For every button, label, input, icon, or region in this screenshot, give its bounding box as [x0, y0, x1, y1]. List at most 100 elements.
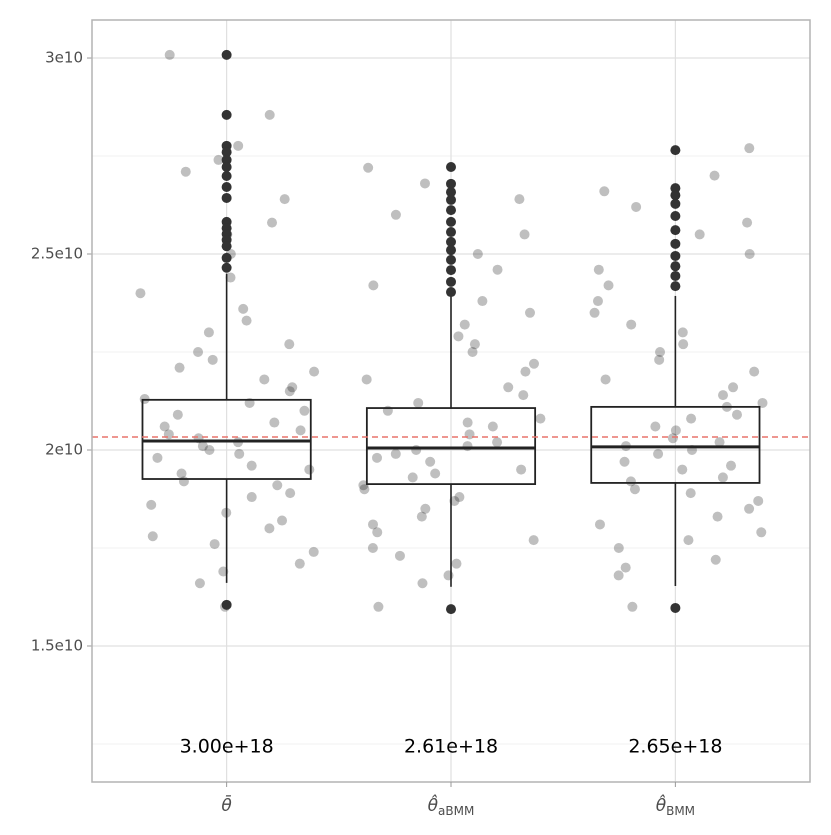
jitter-point: [516, 464, 527, 475]
jitter-point: [528, 358, 539, 369]
jitter-point: [514, 194, 525, 205]
jitter-point: [419, 178, 430, 189]
outlier: [446, 161, 456, 172]
outlier: [221, 161, 232, 172]
jitter-point: [589, 307, 600, 318]
jitter-point: [650, 421, 661, 432]
jitter-point: [279, 194, 290, 205]
annotation: 2.61e+18: [404, 736, 498, 758]
jitter-point: [218, 566, 229, 577]
jitter-point: [620, 562, 631, 573]
jitter-point: [259, 374, 270, 385]
outlier: [221, 192, 232, 203]
outlier: [221, 154, 232, 165]
jitter-point: [709, 170, 720, 181]
jitter-point: [180, 166, 191, 177]
outlier: [221, 599, 232, 610]
jitter-point: [194, 578, 205, 589]
jitter-point: [407, 472, 418, 483]
jitter-point: [477, 296, 488, 307]
jitter-point: [753, 495, 764, 506]
jitter-point: [686, 413, 697, 424]
jitter-point: [592, 296, 603, 307]
outlier: [221, 109, 232, 120]
jitter-point: [449, 495, 460, 506]
jitter-point: [272, 480, 283, 491]
outlier: [446, 287, 456, 298]
y-tick-label: 2.5e10: [31, 245, 83, 263]
jitter-point: [593, 264, 604, 275]
jitter-point: [683, 535, 694, 546]
jitter-point: [367, 542, 378, 553]
x-tick-subscript: BMM: [666, 804, 695, 818]
jitter-point: [147, 531, 158, 542]
outlier: [446, 187, 456, 198]
outlier: [670, 602, 681, 613]
jitter-point: [443, 570, 454, 581]
jitter-point: [246, 460, 257, 471]
y-tick-label: 1.5e10: [31, 636, 83, 654]
jitter-point: [287, 382, 298, 393]
jitter-point: [694, 229, 705, 240]
jitter-point: [416, 511, 427, 522]
annotation: 3.00e+18: [180, 736, 274, 758]
jitter-point: [744, 249, 755, 260]
jitter-point: [726, 460, 737, 471]
jitter-point: [629, 484, 640, 495]
outlier: [446, 265, 456, 276]
y-tick-label: 2e10: [45, 440, 83, 458]
jitter-point: [756, 527, 767, 538]
jitter-point: [678, 339, 689, 350]
jitter-point: [600, 374, 611, 385]
outlier: [221, 181, 232, 192]
jitter-point: [519, 229, 530, 240]
jitter-point: [744, 143, 755, 154]
jitter-point: [294, 558, 305, 569]
jitter-point: [535, 413, 546, 424]
jitter-point: [627, 601, 638, 612]
jitter-point: [685, 488, 696, 499]
jitter-point: [462, 417, 473, 428]
outlier: [670, 281, 681, 292]
jitter-point: [744, 503, 755, 514]
jitter-point: [714, 437, 725, 448]
jitter-point: [749, 366, 760, 377]
box: [590, 405, 761, 484]
jitter-point: [430, 468, 441, 479]
jitter-point: [308, 546, 319, 557]
jitter-point: [209, 539, 220, 550]
jitter-point: [197, 441, 208, 452]
jitter-point: [459, 319, 470, 330]
jitter-point: [285, 488, 296, 499]
jitter-point: [146, 499, 157, 510]
x-tick-symbol: θ̂: [656, 793, 667, 816]
x-tick-label: θ̄: [221, 794, 232, 816]
jitter-point: [728, 382, 739, 393]
jitter-point: [358, 480, 369, 491]
jitter-point: [159, 421, 170, 432]
x-tick-label: θ̂BMM: [656, 793, 695, 818]
jitter-point: [174, 362, 185, 373]
jitter-point: [757, 397, 768, 408]
outlier: [446, 205, 456, 216]
jitter-point: [451, 558, 462, 569]
jitter-point: [413, 397, 424, 408]
jitter-point: [178, 476, 189, 487]
outlier: [221, 171, 232, 182]
jitter-point: [368, 280, 379, 291]
jitter-point: [677, 327, 688, 338]
outlier: [446, 216, 456, 227]
jitter-point: [462, 441, 473, 452]
jitter-point: [152, 452, 163, 463]
jitter-point: [234, 448, 245, 459]
box: [141, 398, 312, 480]
jitter-point: [472, 249, 483, 260]
jitter-point: [528, 535, 539, 546]
outlier: [670, 210, 681, 221]
outlier: [670, 238, 681, 249]
outlier: [670, 190, 681, 201]
jitter-point: [464, 429, 475, 440]
jitter-point: [625, 476, 636, 487]
jitter-point: [213, 154, 224, 165]
